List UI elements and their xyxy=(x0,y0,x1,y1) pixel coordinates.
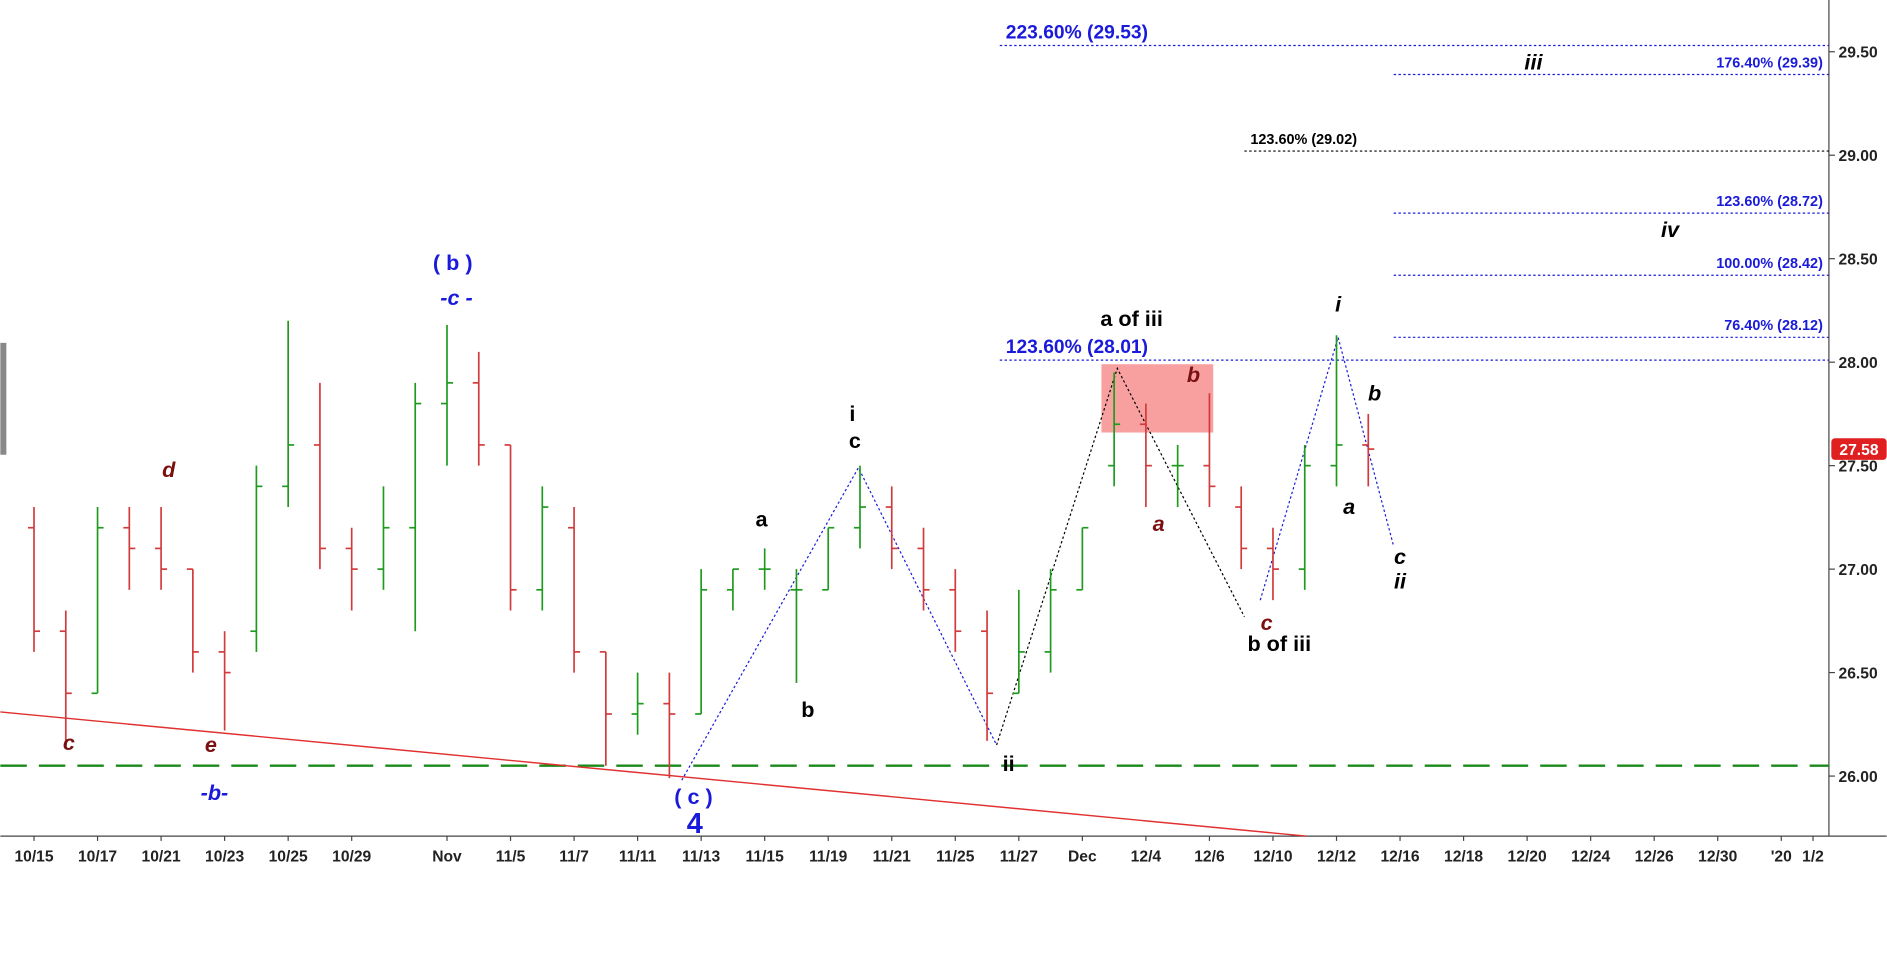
wave-label: a of iii xyxy=(1100,306,1163,331)
price-tag-label: 27.58 xyxy=(1839,442,1878,459)
y-tick-label: 29.00 xyxy=(1839,148,1878,165)
x-tick-label: 12/6 xyxy=(1194,848,1225,865)
x-tick-label: 11/5 xyxy=(496,848,526,865)
wave-label: -b- xyxy=(201,780,229,805)
wave-label: b xyxy=(1368,380,1381,405)
y-tick-label: 29.50 xyxy=(1839,45,1878,62)
wave-label: b xyxy=(801,697,814,722)
wave-label: c xyxy=(1394,544,1406,569)
wave-label: c xyxy=(849,428,861,453)
x-tick-label: 1/2 xyxy=(1802,848,1824,865)
wave-path xyxy=(1259,335,1395,601)
fib-label: 123.60% (29.02) xyxy=(1250,132,1357,148)
wave-label: iii xyxy=(1524,49,1543,74)
y-tick-label: 28.50 xyxy=(1839,252,1878,269)
wave-label: iv xyxy=(1661,217,1681,242)
wave-label: a xyxy=(755,507,768,532)
x-tick-label: 12/24 xyxy=(1571,848,1610,865)
y-tick-label: 28.00 xyxy=(1839,355,1878,372)
x-tick-label: 10/29 xyxy=(332,848,371,865)
wave-label: a xyxy=(1153,511,1165,536)
x-tick-label: 10/17 xyxy=(78,848,117,865)
fib-label: 176.40% (29.39) xyxy=(1716,55,1823,71)
y-tick-label: 27.50 xyxy=(1839,459,1878,476)
wave-path xyxy=(681,466,998,781)
fib-label: 223.60% (29.53) xyxy=(1006,22,1148,43)
y-tick-label: 27.00 xyxy=(1839,562,1878,579)
fib-label: 100.00% (28.42) xyxy=(1716,256,1823,272)
wave-label: ( b ) xyxy=(433,250,473,275)
wave-label: -c - xyxy=(440,285,472,310)
x-tick-label: 11/13 xyxy=(682,848,721,865)
wave-label: c xyxy=(63,730,75,755)
wave-label: 4 xyxy=(687,808,703,840)
x-tick-label: 10/23 xyxy=(205,848,244,865)
wave-label: d xyxy=(162,457,176,482)
side-handle xyxy=(0,342,7,455)
price-tag xyxy=(1831,438,1887,460)
y-tick-label: 26.00 xyxy=(1839,769,1878,786)
x-tick-label: '20 xyxy=(1771,848,1792,865)
x-tick-label: 10/25 xyxy=(269,848,308,865)
wave-label: ii xyxy=(1003,751,1015,776)
x-tick-label: 12/4 xyxy=(1131,848,1162,865)
wave-label: ii xyxy=(1394,569,1407,594)
fib-label: 123.60% (28.72) xyxy=(1716,194,1823,210)
x-tick-label: 11/11 xyxy=(619,848,657,865)
x-tick-label: Dec xyxy=(1068,848,1097,865)
x-tick-label: 12/12 xyxy=(1317,848,1356,865)
x-tick-label: Nov xyxy=(432,848,462,865)
trendline xyxy=(0,711,1307,837)
wave-label: ( c ) xyxy=(674,784,712,809)
x-tick-label: 12/20 xyxy=(1508,848,1547,865)
wave-label: i xyxy=(1335,291,1342,316)
wave-label: i xyxy=(849,401,855,426)
wave-label: b of iii xyxy=(1247,631,1311,656)
x-tick-label: 10/21 xyxy=(142,848,181,865)
wave-label: b xyxy=(1187,362,1200,387)
zone xyxy=(1101,364,1214,433)
wave-label: c xyxy=(1261,610,1273,635)
wave-label: e xyxy=(205,732,217,757)
wave-path xyxy=(996,366,1245,746)
x-tick-label: 11/7 xyxy=(559,848,589,865)
x-tick-label: 12/30 xyxy=(1698,848,1737,865)
x-tick-label: 12/26 xyxy=(1635,848,1674,865)
x-tick-label: 11/19 xyxy=(809,848,848,865)
fib-label: 123.60% (28.01) xyxy=(1006,337,1148,358)
x-tick-label: 11/15 xyxy=(746,848,785,865)
y-tick-label: 26.50 xyxy=(1839,666,1878,683)
fib-label: 76.40% (28.12) xyxy=(1724,318,1823,334)
x-tick-label: 10/15 xyxy=(14,848,53,865)
x-tick-label: 11/27 xyxy=(1000,848,1038,865)
x-tick-label: 12/16 xyxy=(1380,848,1419,865)
x-tick-label: 12/18 xyxy=(1444,848,1483,865)
x-tick-label: 11/25 xyxy=(936,848,975,865)
wave-label: a xyxy=(1343,494,1355,519)
x-tick-label: 12/10 xyxy=(1253,848,1292,865)
x-tick-label: 11/21 xyxy=(873,848,912,865)
